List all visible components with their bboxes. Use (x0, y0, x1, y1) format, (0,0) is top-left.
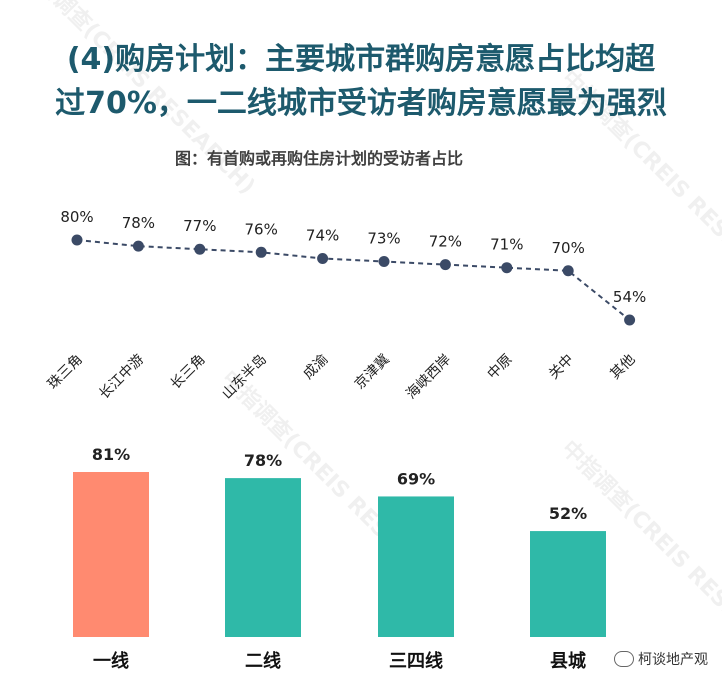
bar-value-label: 78% (244, 451, 282, 470)
category-label: 山东半岛 (219, 352, 270, 403)
headline: (4)购房计划：主要城市群购房意愿占比均超 过70%，一二线城市受访者购房意愿最… (0, 38, 722, 126)
chart-title: 图：有首购或再购住房计划的受访者占比 (175, 149, 464, 168)
data-point (378, 256, 390, 268)
bar-value-label: 69% (397, 469, 435, 488)
data-label: 73% (367, 230, 400, 248)
category-label: 关中 (546, 352, 577, 383)
bar-category-label: 一线 (93, 650, 129, 672)
data-label: 54% (613, 288, 646, 306)
series-line (76, 239, 631, 321)
data-point (71, 234, 83, 246)
bar-value-label: 52% (549, 504, 587, 523)
bar-category-label: 县城 (550, 650, 586, 672)
data-label: 72% (429, 233, 462, 251)
data-point (132, 240, 144, 252)
line-chart: 80% 珠三角 78% 长江中游 77% 长三角 76% 山东半岛 74% 成渝 73% 京津冀 72%… (45, 208, 646, 402)
data-label: 70% (552, 239, 585, 257)
category-label: 海峡西岸 (403, 352, 454, 403)
data-point (501, 262, 513, 274)
data-point (317, 252, 329, 264)
data-point (624, 314, 636, 326)
chat-bubble-icon (614, 651, 634, 667)
data-label: 80% (60, 208, 93, 226)
category-label: 其他 (607, 352, 638, 383)
category-label: 长三角 (168, 352, 209, 393)
data-point (255, 246, 267, 258)
bar-category-label: 三四线 (389, 650, 443, 672)
data-label: 76% (245, 220, 278, 238)
data-point (439, 259, 451, 271)
data-label: 74% (306, 226, 339, 244)
headline-line-2: 过70%，一二线城市受访者购房意愿最为强烈 (55, 86, 667, 121)
brand: 柯谈地产观 (614, 649, 708, 669)
bar-value-label: 81% (92, 445, 130, 464)
bar (225, 478, 301, 637)
category-label: 成渝 (300, 352, 331, 383)
data-label: 77% (183, 217, 216, 235)
bar (73, 472, 149, 637)
category-label: 长江中游 (96, 352, 147, 403)
bar (378, 496, 454, 637)
category-label: 京津冀 (352, 352, 393, 393)
data-point (194, 243, 206, 255)
headline-line-1: (4)购房计划：主要城市群购房意愿占比均超 (66, 42, 656, 77)
bar-category-label: 二线 (245, 650, 281, 672)
category-label: 珠三角 (45, 352, 86, 393)
bar (530, 531, 606, 637)
data-label: 78% (122, 214, 155, 232)
brand-label: 柯谈地产观 (638, 652, 708, 668)
bar-chart: 81% 一线 78% 二线 69% 三四线 52% 县城 (73, 445, 606, 672)
category-label: 中原 (485, 352, 516, 383)
data-label: 71% (490, 236, 523, 254)
data-point (562, 265, 574, 277)
